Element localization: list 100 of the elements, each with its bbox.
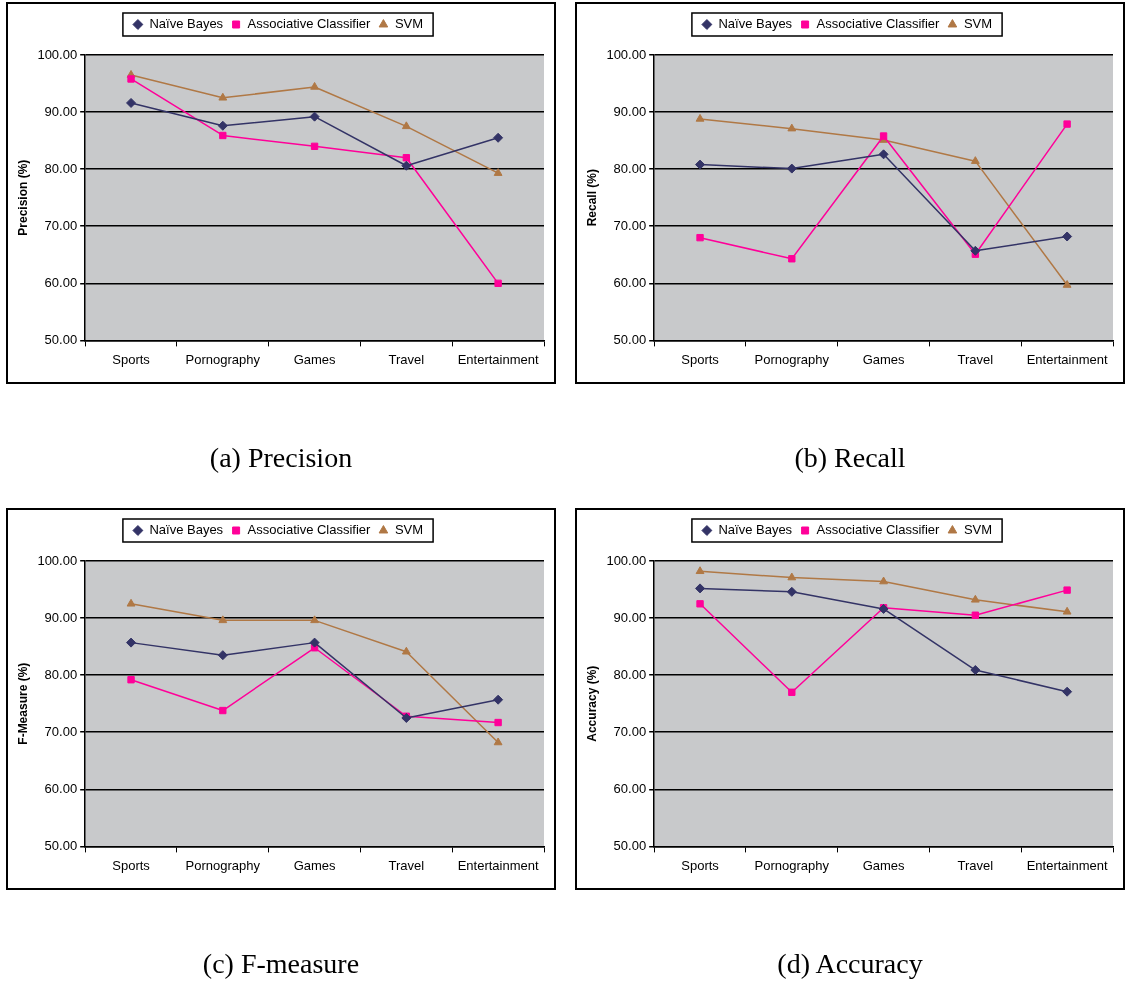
x-tick-label: Entertainment	[457, 857, 539, 873]
y-tick-label: 60.00	[44, 780, 78, 796]
x-tick-label: Games	[293, 351, 337, 367]
point	[402, 154, 411, 162]
legend-label: Naïve Bayes	[718, 522, 793, 538]
point	[494, 718, 502, 727]
y-tick-label: 90.00	[613, 609, 647, 625]
point	[217, 120, 228, 131]
point	[1062, 280, 1072, 288]
point	[1063, 120, 1071, 128]
x-tick-label: Games	[293, 857, 337, 873]
y-tick-label: 100.00	[606, 46, 647, 62]
x-tick-label: Pornography	[185, 857, 261, 873]
y-tick-label: 100.00	[37, 552, 78, 568]
x-tick-label: Games	[862, 857, 906, 873]
y-tick-label: 80.00	[44, 160, 78, 176]
y-tick-label: 70.00	[44, 723, 78, 739]
legend-label: Naïve Bayes	[149, 16, 224, 32]
point	[1062, 606, 1072, 615]
y-tick-label: 90.00	[44, 609, 78, 625]
x-tick-label: Pornography	[185, 351, 261, 367]
point	[787, 572, 797, 581]
x-tick-label: Travel	[388, 351, 425, 367]
y-tick-label: 80.00	[613, 666, 647, 682]
legend-label: Associative Classifier	[247, 522, 372, 538]
point	[786, 163, 797, 174]
point	[696, 233, 704, 242]
point	[879, 576, 888, 585]
point	[788, 688, 796, 696]
x-tick-label: Games	[862, 351, 906, 367]
point	[126, 97, 137, 108]
y-tick-label: 90.00	[613, 103, 647, 119]
point	[1062, 686, 1073, 697]
legend-label: Associative Classifier	[816, 522, 941, 538]
point	[401, 646, 411, 655]
y-tick-label: 80.00	[44, 666, 78, 682]
y-tick-label: 60.00	[613, 274, 647, 290]
point	[787, 123, 797, 132]
point	[494, 279, 502, 287]
text: (c) F-measure	[201, 948, 361, 980]
point	[695, 159, 706, 170]
point	[127, 75, 135, 83]
text: (b) Recall	[793, 442, 907, 474]
y-tick-label: 50.00	[613, 331, 647, 347]
y-tick-label: 50.00	[613, 837, 647, 853]
point	[401, 160, 412, 171]
y-tick-label: 90.00	[44, 103, 78, 119]
point	[970, 156, 980, 164]
x-tick-label: Pornography	[754, 351, 830, 367]
point	[126, 598, 136, 607]
y-tick-label: 80.00	[613, 160, 647, 176]
point	[1063, 586, 1071, 594]
y-tick-label: 100.00	[606, 552, 647, 568]
point	[309, 637, 320, 648]
point	[1062, 231, 1073, 242]
point	[493, 694, 504, 705]
point	[127, 676, 135, 684]
x-tick-label: Sports	[681, 351, 720, 367]
point	[786, 586, 797, 597]
y-tick-label: 70.00	[44, 217, 78, 233]
text: (d) Accuracy	[776, 948, 924, 980]
point	[493, 737, 503, 746]
y-tick-label: 50.00	[44, 837, 78, 853]
point	[310, 142, 319, 151]
point	[493, 132, 504, 143]
y-tick-label: 70.00	[613, 723, 647, 739]
legend-label: Naïve Bayes	[718, 16, 793, 32]
point	[695, 583, 706, 594]
point	[309, 111, 320, 122]
point	[970, 594, 980, 603]
point	[970, 665, 981, 676]
point	[695, 113, 705, 122]
x-tick-label: Entertainment	[457, 351, 539, 367]
point	[126, 637, 137, 648]
point	[493, 168, 503, 176]
point	[788, 255, 796, 263]
y-axis-title: Precision (%)	[15, 159, 30, 236]
legend-label: Associative Classifier	[247, 16, 372, 32]
y-axis-title: Accuracy (%)	[584, 665, 599, 742]
point	[218, 92, 228, 101]
point	[219, 706, 227, 715]
point	[401, 121, 411, 130]
x-tick-label: Travel	[957, 857, 994, 873]
x-tick-label: Pornography	[754, 857, 830, 873]
point	[695, 566, 705, 575]
text: (a) Precision	[208, 442, 354, 474]
legend-label: Associative Classifier	[816, 16, 941, 32]
legend-label: SVM	[963, 522, 993, 538]
y-axis-title: F-Measure (%)	[15, 662, 30, 745]
point	[217, 650, 228, 661]
point	[310, 615, 319, 624]
point	[878, 149, 889, 160]
y-tick-label: 70.00	[613, 217, 647, 233]
y-axis-title: Recall (%)	[584, 169, 599, 227]
point	[696, 600, 704, 608]
point	[310, 81, 319, 90]
x-tick-label: Entertainment	[1026, 857, 1108, 873]
x-tick-label: Sports	[681, 857, 720, 873]
x-tick-label: Sports	[112, 351, 151, 367]
x-tick-label: Entertainment	[1026, 351, 1108, 367]
